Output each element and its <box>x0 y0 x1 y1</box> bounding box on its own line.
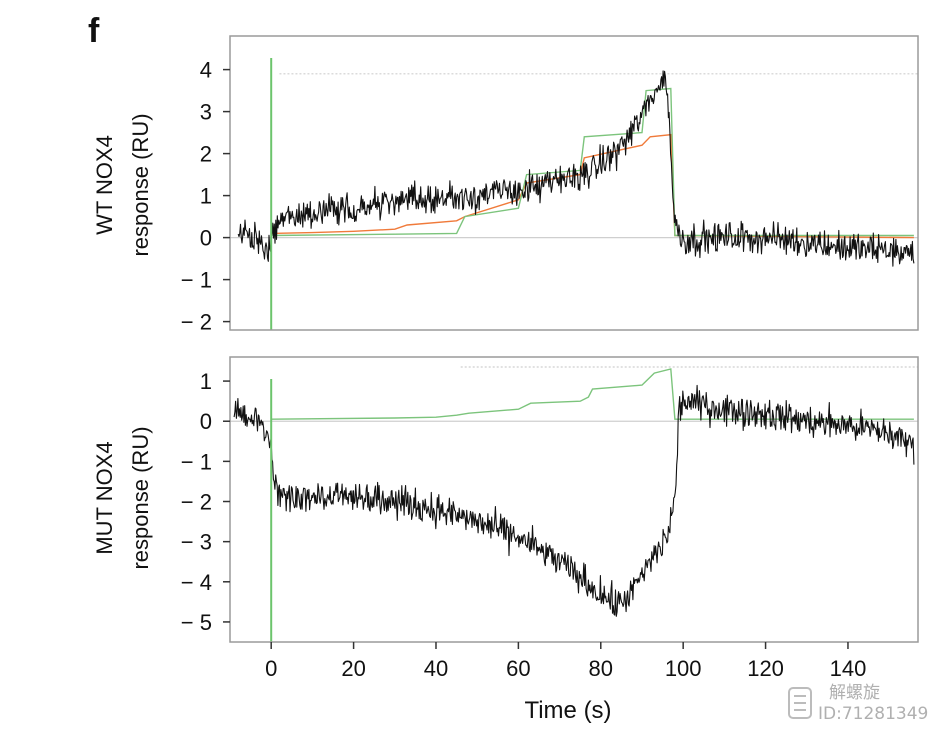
fit-curve-1 <box>271 133 914 239</box>
y-tick-label: 0 <box>200 226 212 251</box>
wt-y-ticks: 4 3 2 1 0 − 1 − 2 <box>181 58 230 335</box>
mut-fit-curves <box>271 368 914 420</box>
y-tick-label: − 3 <box>181 530 212 555</box>
x-tick-label: 60 <box>506 656 530 681</box>
watermark-logo-icon <box>788 687 812 719</box>
y-tick-label: − 1 <box>181 268 212 293</box>
watermark-name: 解螺旋 <box>829 683 880 703</box>
wt-nox4-panel: WT NOX4 response (RU) 4 3 2 1 0 − 1 − 2 <box>92 35 919 335</box>
y-tick-label: 1 <box>200 184 212 209</box>
wt-reference-lines <box>230 73 918 239</box>
mut-plot-frame <box>229 356 919 643</box>
x-tick-label: 20 <box>341 656 365 681</box>
panel-label: f <box>88 12 100 50</box>
mut-y-ticks: 1 0 − 1 − 2 − 3 − 4 − 5 <box>181 369 230 635</box>
y-tick-label: 1 <box>200 369 212 394</box>
mut-ylabel-line1: MUT NOX4 <box>92 441 117 554</box>
y-tick-label: − 1 <box>181 449 212 474</box>
response-trace-0 <box>237 70 915 267</box>
mut-response-traces <box>233 384 915 617</box>
x-tick-label: 40 <box>424 656 448 681</box>
x-tick-label: 80 <box>589 656 613 681</box>
y-tick-label: 3 <box>200 100 212 125</box>
watermark: 解螺旋 ID:71281349 <box>788 683 928 724</box>
wt-response-traces <box>237 70 915 267</box>
y-tick-label: − 5 <box>181 610 212 635</box>
fit-curve-1 <box>271 368 914 420</box>
x-tick-label: 0 <box>265 656 277 681</box>
mut-nox4-panel: MUT NOX4 response (RU) 1 0 − 1 − 2 − 3 − 4 − 5… <box>92 356 919 724</box>
x-tick-label: 140 <box>830 656 867 681</box>
y-tick-label: 4 <box>200 58 212 83</box>
wt-ylabel-line2: response (RU) <box>128 113 153 256</box>
mut-x-ticks: 0 20 40 60 80 100 120 140 <box>265 642 866 681</box>
mut-ylabel-line2: response (RU) <box>128 426 153 569</box>
watermark-id: ID:71281349 <box>818 704 928 724</box>
wt-plot-frame <box>229 35 919 331</box>
fit-curve-2 <box>271 87 914 237</box>
wt-fit-curves <box>271 87 914 239</box>
x-axis-label: Time (s) <box>524 697 611 724</box>
wt-ylabel-line1: WT NOX4 <box>92 135 117 235</box>
y-tick-label: 0 <box>200 409 212 434</box>
y-tick-label: 2 <box>200 142 212 167</box>
y-tick-label: − 2 <box>181 490 212 515</box>
y-tick-label: − 2 <box>181 310 212 335</box>
response-trace-0 <box>233 384 915 617</box>
x-tick-label: 120 <box>747 656 784 681</box>
mut-reference-lines <box>230 366 918 422</box>
x-tick-label: 100 <box>665 656 702 681</box>
y-tick-label: − 4 <box>181 570 212 595</box>
